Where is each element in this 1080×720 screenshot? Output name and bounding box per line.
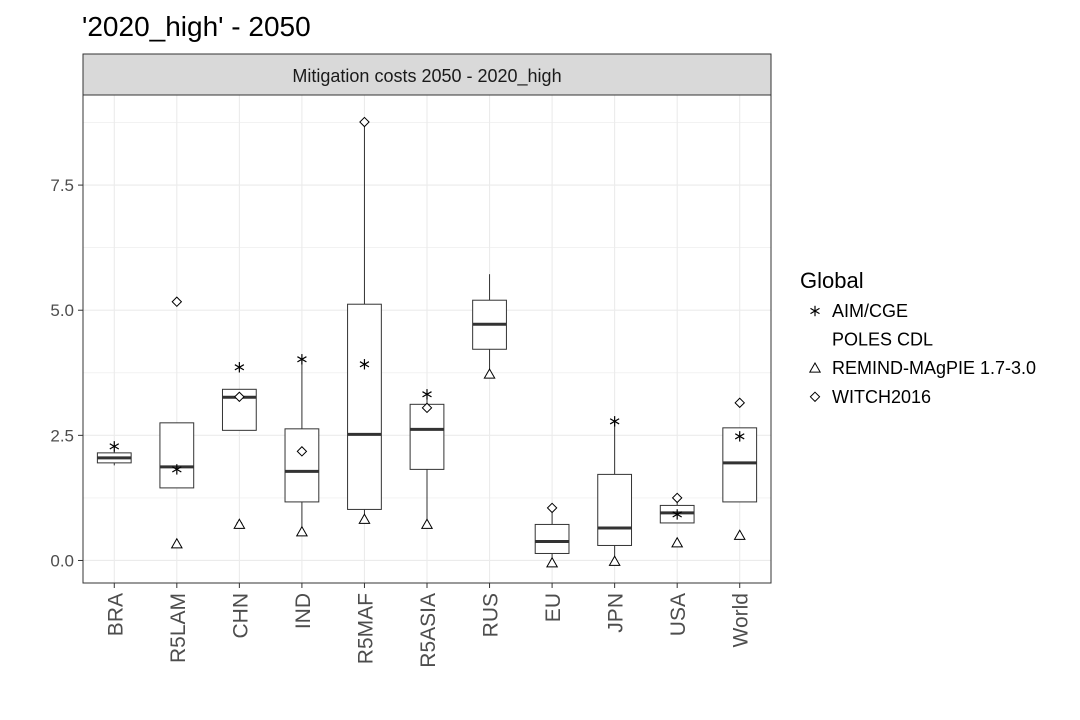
- y-axis: 0.0 2.5 5.0 7.5: [50, 176, 83, 570]
- boxplot-r5maf: [347, 122, 382, 520]
- boxplots: [96, 122, 758, 563]
- legend-title: Global: [800, 268, 864, 293]
- model-points: [109, 116, 746, 568]
- point-witch2016: [171, 296, 183, 308]
- point-witch2016: [296, 446, 308, 457]
- point-witch2016: [671, 492, 683, 504]
- point-witch2016: [234, 391, 245, 403]
- legend-label: AIM/CGE: [832, 301, 908, 321]
- box: [159, 422, 195, 489]
- point-remind-magpie-1-7-3-0: [733, 529, 746, 540]
- point-remind-magpie-1-7-3-0: [608, 555, 621, 566]
- legend-label: REMIND-MAgPIE 1.7-3.0: [832, 358, 1036, 378]
- chart-title: '2020_high' - 2050: [82, 11, 311, 42]
- point-remind-magpie-1-7-3-0: [671, 536, 684, 548]
- legend-key-witch2016: [809, 391, 821, 403]
- point-remind-magpie-1-7-3-0: [233, 518, 246, 529]
- point-witch2016: [734, 397, 746, 409]
- x-tick-label: World: [730, 593, 753, 647]
- x-tick-label: BRA: [104, 593, 127, 636]
- box: [534, 523, 570, 554]
- point-remind-magpie-1-7-3-0: [295, 525, 308, 537]
- box: [597, 473, 633, 546]
- legend-item-witch2016: WITCH2016: [809, 387, 931, 407]
- x-tick-label: EU: [542, 593, 565, 622]
- boxplot-eu: [534, 507, 570, 563]
- point-aim-cge: [359, 359, 370, 370]
- x-tick-label: R5LAM: [167, 593, 190, 663]
- x-tick-label: CHN: [229, 593, 252, 639]
- facet-strip: [82, 53, 772, 96]
- box: [347, 303, 382, 510]
- x-tick-label: R5ASIA: [417, 593, 440, 668]
- legend-item-aim-cge: AIM/CGE: [810, 301, 908, 321]
- point-witch2016: [546, 502, 558, 514]
- legend-item-remind-magpie-1-7-3-0: REMIND-MAgPIE 1.7-3.0: [808, 358, 1036, 378]
- legend-entries: AIM/CGE POLES CDL REMIND-MAgPIE 1.7-3.0 WIT…: [808, 301, 1036, 407]
- point-witch2016: [359, 116, 370, 128]
- x-tick-label: RUS: [480, 593, 503, 637]
- point-remind-magpie-1-7-3-0: [358, 513, 371, 524]
- boxplot-bra: [96, 450, 132, 466]
- x-tick-label: R5MAF: [354, 593, 377, 664]
- y-tick-label: 7.5: [50, 176, 74, 195]
- point-aim-cge: [297, 354, 307, 365]
- x-tick-label: USA: [667, 593, 690, 636]
- legend: Global AIM/CGE POLES CDL REMIND-MAgPIE 1.7…: [800, 268, 1036, 407]
- facet-label: Mitigation costs 2050 - 2020_high: [292, 66, 561, 87]
- legend-label: POLES CDL: [832, 330, 933, 350]
- boxplot-rus: [472, 274, 507, 375]
- point-aim-cge: [672, 509, 682, 520]
- point-remind-magpie-1-7-3-0: [420, 518, 434, 529]
- point-remind-magpie-1-7-3-0: [170, 537, 183, 549]
- x-axis: BRA R5LAM CHN IND R5MAF R5ASIA RUS EU JPN USA Worl…: [104, 583, 753, 668]
- y-tick-label: 0.0: [50, 551, 74, 570]
- point-aim-cge: [734, 431, 745, 442]
- point-aim-cge: [422, 389, 432, 400]
- point-remind-magpie-1-7-3-0: [483, 368, 496, 379]
- box: [409, 403, 445, 470]
- x-tick-label: IND: [292, 593, 315, 629]
- point-witch2016: [421, 402, 433, 414]
- legend-key-aim-cge: [810, 305, 820, 317]
- box: [284, 428, 320, 503]
- y-tick-label: 5.0: [50, 301, 74, 320]
- x-tick-label: JPN: [605, 593, 628, 633]
- point-aim-cge: [234, 362, 245, 373]
- point-aim-cge: [172, 464, 182, 475]
- legend-item-poles-cdl: POLES CDL: [832, 330, 933, 350]
- point-aim-cge: [109, 441, 120, 452]
- legend-label: WITCH2016: [832, 387, 931, 407]
- legend-key-remind-magpie-1-7-3-0: [808, 361, 822, 373]
- y-tick-label: 2.5: [50, 426, 74, 445]
- point-aim-cge: [609, 416, 620, 427]
- point-remind-magpie-1-7-3-0: [546, 556, 559, 568]
